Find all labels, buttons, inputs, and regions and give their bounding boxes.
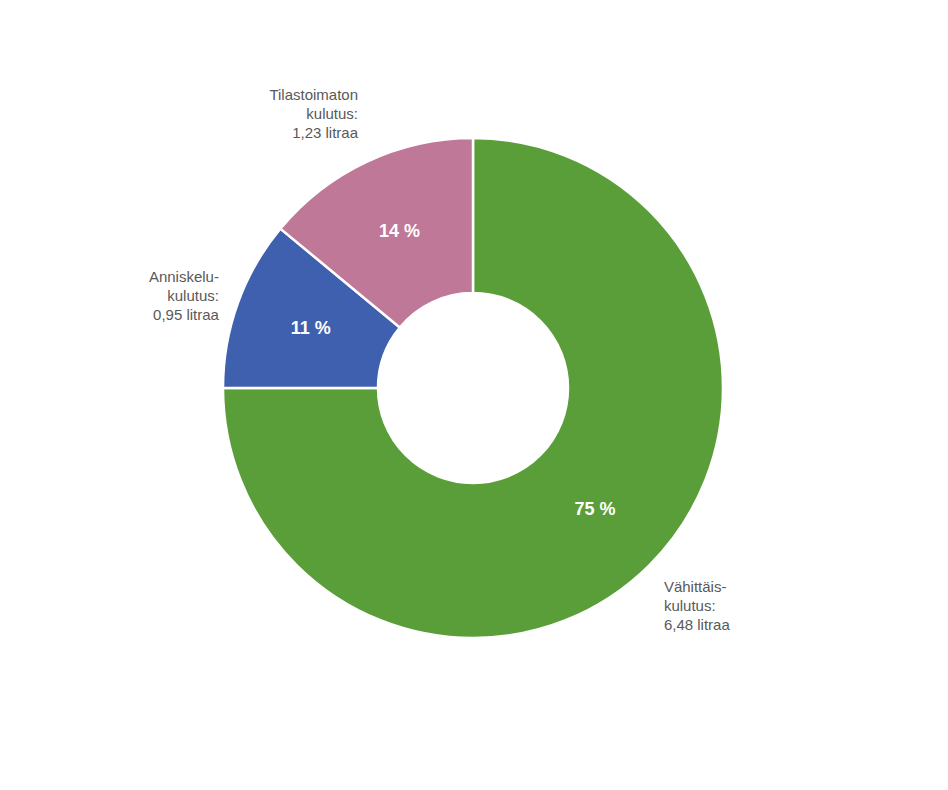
svg-text:kulutus:: kulutus: — [167, 287, 219, 304]
svg-text:kulutus:: kulutus: — [306, 105, 358, 122]
svg-text:Vähittäis-: Vähittäis- — [664, 578, 727, 595]
svg-text:Anniskelu-: Anniskelu- — [149, 268, 219, 285]
svg-text:6,48 litraa: 6,48 litraa — [664, 616, 731, 633]
svg-text:0,95 litraa: 0,95 litraa — [153, 306, 220, 323]
svg-text:75 %: 75 % — [574, 499, 615, 519]
svg-text:14 %: 14 % — [379, 221, 420, 241]
svg-text:1,23 litraa: 1,23 litraa — [292, 124, 359, 141]
svg-text:11 %: 11 % — [291, 318, 331, 338]
svg-text:kulutus:: kulutus: — [664, 597, 716, 614]
svg-text:Tilastoimaton: Tilastoimaton — [269, 86, 358, 103]
